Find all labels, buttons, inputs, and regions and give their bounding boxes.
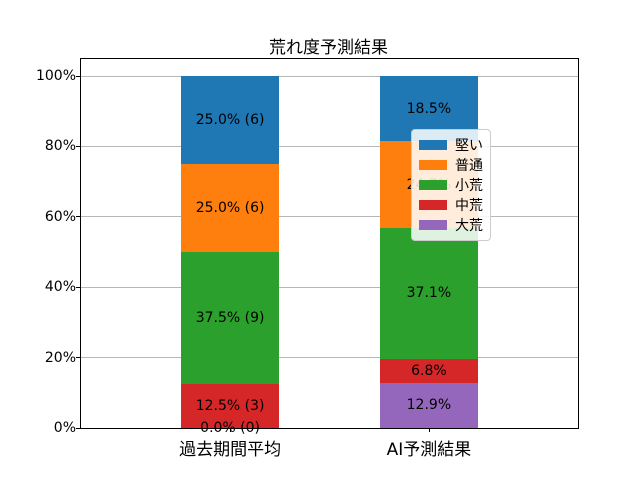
plot-area: 0% 20% 40% 60% 80% 100% 0.0% (0) 12.5% (3) 37.5%… (36, 58, 579, 460)
legend-swatch (419, 140, 447, 150)
chart-title: 荒れ度予測結果 (269, 38, 388, 58)
bar-segment (180, 164, 280, 252)
bar-segment-label: 18.5% (406, 100, 452, 117)
legend-swatch (419, 180, 447, 190)
legend-label: 大荒 (455, 218, 483, 234)
legend-item: 中荒 (419, 195, 483, 215)
legend-label: 小荒 (455, 178, 483, 194)
y-axis-tick-label: 100% (35, 68, 76, 84)
bar-segment-label: 25.0% (6) (195, 200, 265, 216)
y-tick-mark (76, 357, 80, 359)
y-gridline (81, 145, 578, 147)
bar-segment-label: 37.1% (406, 285, 452, 302)
legend-label: 中荒 (455, 198, 483, 214)
bar-segment-label: 12.9% (406, 397, 452, 414)
bar-segment-label: 6.8% (411, 362, 447, 379)
bar-segment-label: 12.5% (3) (195, 398, 265, 414)
legend: 堅い普通小荒中荒大荒 (411, 129, 491, 241)
y-gridline (81, 75, 578, 77)
y-tick-mark (76, 286, 80, 288)
y-gridline (81, 216, 578, 218)
legend-swatch (419, 160, 447, 170)
y-axis-tick-label: 80% (44, 138, 76, 155)
bar-segment-label: 37.5% (9) (195, 310, 265, 326)
bar-segment-label: 25.0% (6) (195, 112, 265, 128)
bar-segment (379, 358, 479, 383)
y-axis-tick-label: 60% (44, 208, 76, 225)
bar-segment (180, 76, 280, 164)
y-gridline (81, 286, 578, 288)
x-axis-tick-label: 過去期間平均 (179, 440, 282, 460)
legend-item: 堅い (419, 135, 483, 155)
y-gridline (81, 357, 578, 359)
bar-segment (180, 384, 280, 428)
legend-item: 小荒 (419, 175, 483, 195)
bar-segment (180, 252, 280, 384)
x-axis-tick-label: AI予測結果 (386, 440, 472, 460)
legend-label: 堅い (455, 138, 483, 154)
legend-item: 普通 (419, 155, 483, 175)
y-axis-tick-label: 40% (44, 279, 76, 296)
y-axis-tick-label: 20% (44, 349, 76, 366)
y-axis-tick-label: 0% (53, 420, 76, 436)
y-tick-mark (76, 75, 80, 77)
legend-swatch (419, 200, 447, 210)
legend-label: 普通 (455, 158, 483, 174)
y-tick-mark (76, 145, 80, 147)
x-tick-mark (428, 428, 430, 432)
bar-segment-label: 0.0% (0) (200, 420, 261, 436)
y-tick-mark (76, 427, 80, 429)
legend-swatch (419, 220, 447, 230)
y-tick-mark (76, 216, 80, 218)
bar-segment (379, 228, 479, 359)
bar-segment (379, 382, 479, 428)
legend-item: 大荒 (419, 215, 483, 235)
x-tick-mark (230, 428, 232, 432)
